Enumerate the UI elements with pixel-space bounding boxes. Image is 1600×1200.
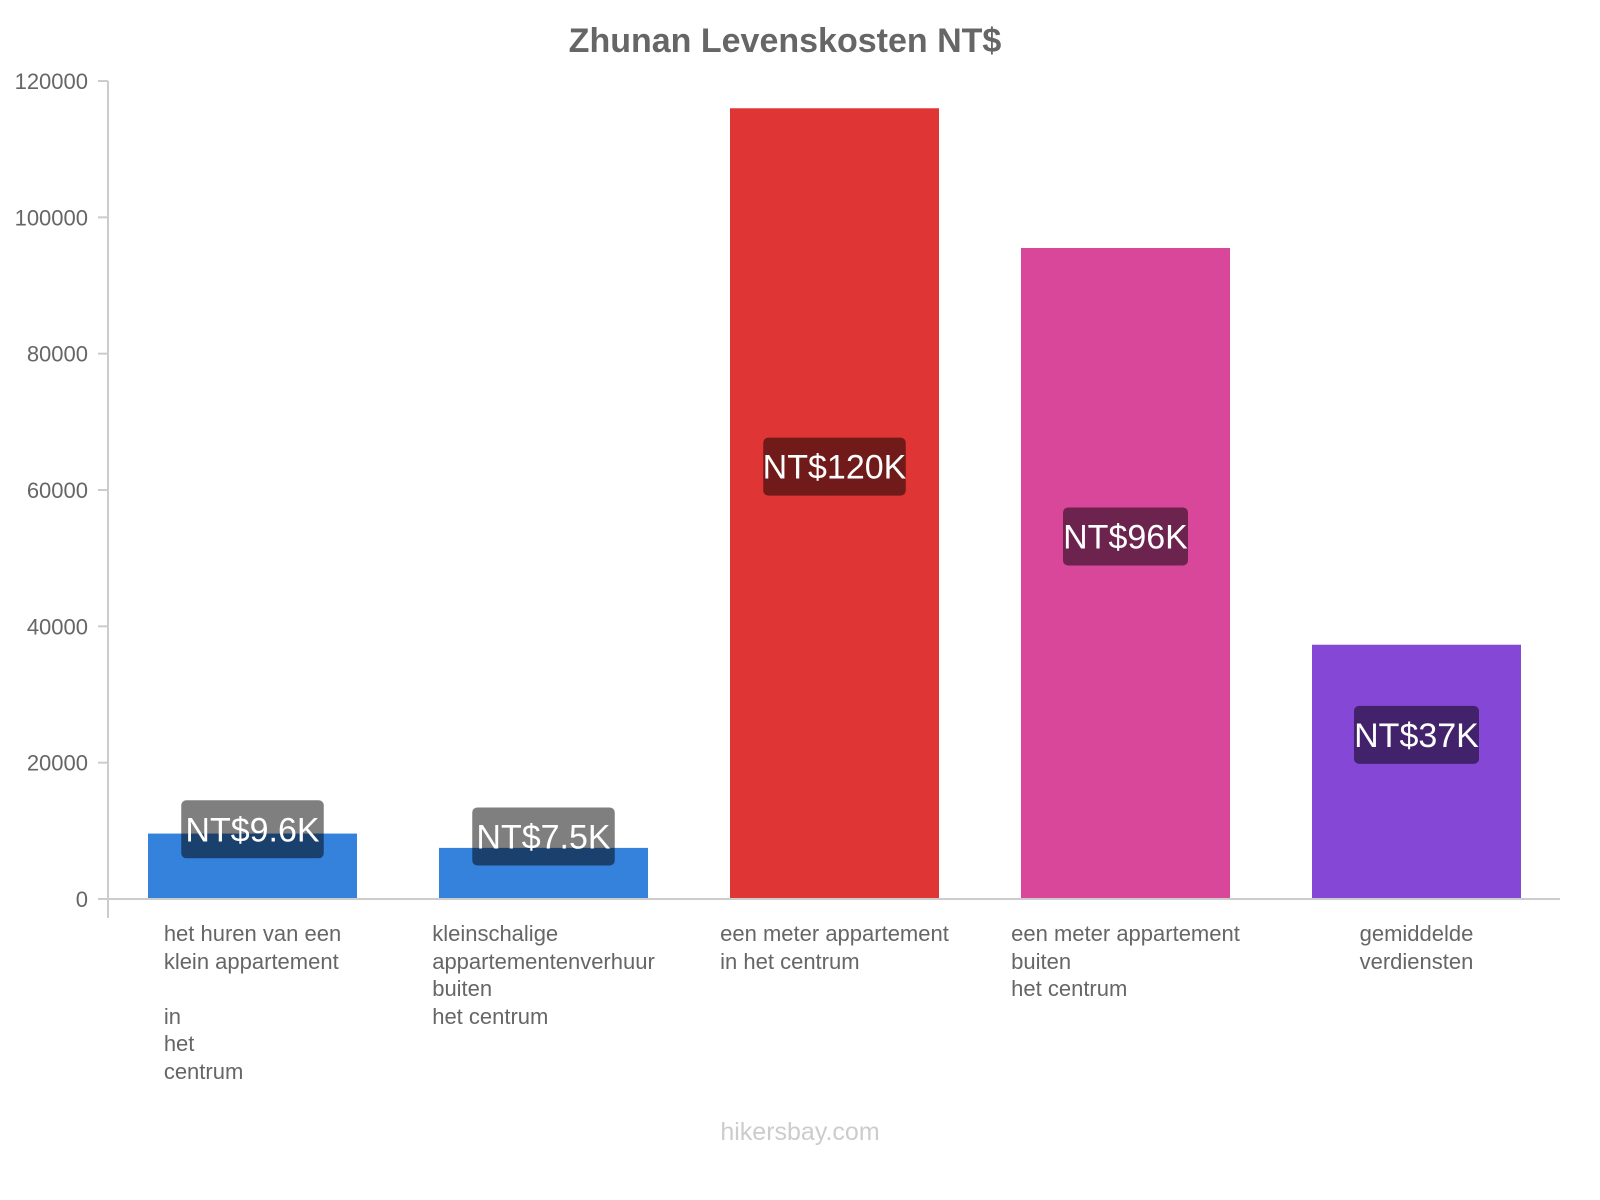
data-label-box	[1063, 507, 1188, 566]
data-label: NT$37K	[1354, 717, 1479, 755]
data-label-box	[763, 437, 906, 496]
chart-title: Zhunan Levenskosten NT$	[569, 22, 1002, 60]
data-label-box	[181, 800, 324, 859]
y-tick-label: 0	[76, 887, 88, 912]
y-tick-label: 100000	[15, 205, 88, 230]
x-tick-label: een meter appartement in het centrum	[720, 921, 949, 974]
y-tick-label: 20000	[27, 751, 88, 776]
data-label-box	[1354, 705, 1479, 764]
x-tick-label: een meter appartement buiten het centrum	[1011, 921, 1240, 1001]
data-label: NT$9.6K	[185, 811, 319, 849]
x-tick-label: het huren van een klein appartement in h…	[163, 921, 342, 1084]
bar	[1021, 248, 1230, 900]
footer-watermark: hikersbay.com	[720, 1118, 880, 1146]
y-tick-label: 60000	[27, 478, 88, 503]
data-label-box	[472, 807, 615, 866]
y-tick-label: 80000	[27, 342, 88, 367]
y-tick-label: 120000	[15, 69, 88, 94]
y-tick-label: 40000	[27, 614, 88, 639]
x-tick-label: kleinschalige appartementenverhuur buite…	[432, 921, 655, 1029]
bar	[1312, 644, 1521, 899]
x-tick-label: gemiddelde verdiensten	[1359, 921, 1474, 974]
data-label: NT$120K	[763, 449, 907, 487]
data-label: NT$96K	[1063, 519, 1188, 557]
bar	[730, 108, 939, 900]
data-label: NT$7.5K	[476, 818, 610, 856]
